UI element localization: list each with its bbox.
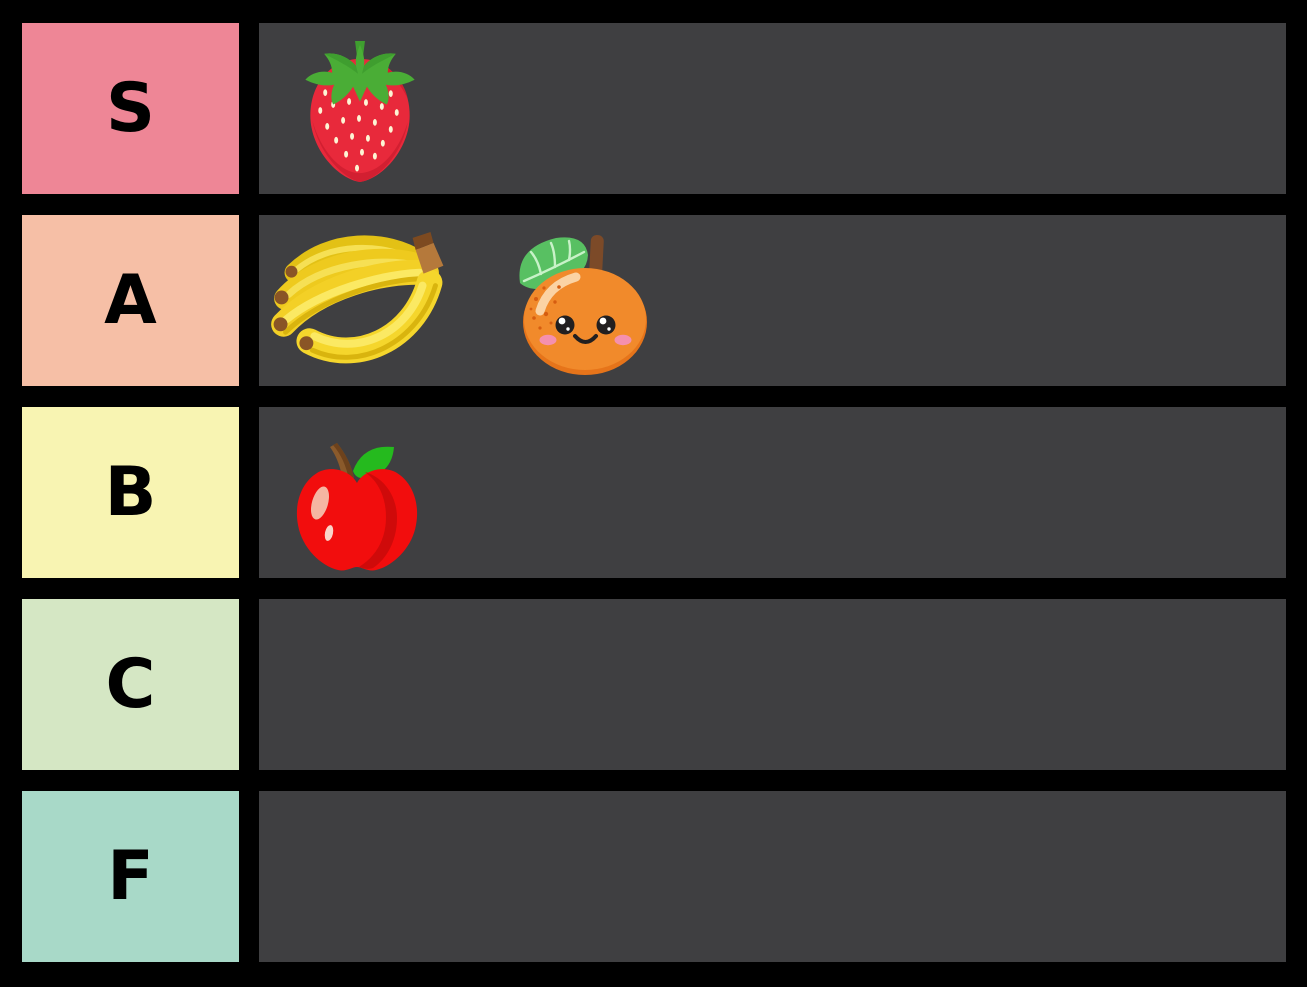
tier-label-c: C [22,599,239,770]
tier-dropzone-a[interactable] [259,215,1286,386]
tier-dropzone-f[interactable] [259,791,1286,962]
tier-label-text: S [106,68,155,148]
tier-label-text: B [104,452,157,532]
orange-icon[interactable] [510,223,650,375]
tier-label-text: F [107,836,154,916]
tier-dropzone-c[interactable] [259,599,1286,770]
tier-row-s: S [22,23,1286,194]
tier-label-text: A [104,260,157,340]
tier-dropzone-s[interactable] [259,23,1286,194]
tier-label-text: C [105,644,156,724]
tier-row-b: B [22,407,1286,578]
bananas-icon[interactable] [268,226,452,365]
apple-icon[interactable] [293,437,421,575]
tier-label-a: A [22,215,239,386]
tier-row-c: C [22,599,1286,770]
tier-row-f: F [22,791,1286,962]
tier-dropzone-b[interactable] [259,407,1286,578]
tier-row-a: A [22,215,1286,386]
tier-label-s: S [22,23,239,194]
strawberry-icon[interactable] [300,33,420,184]
tier-label-b: B [22,407,239,578]
tier-label-f: F [22,791,239,962]
